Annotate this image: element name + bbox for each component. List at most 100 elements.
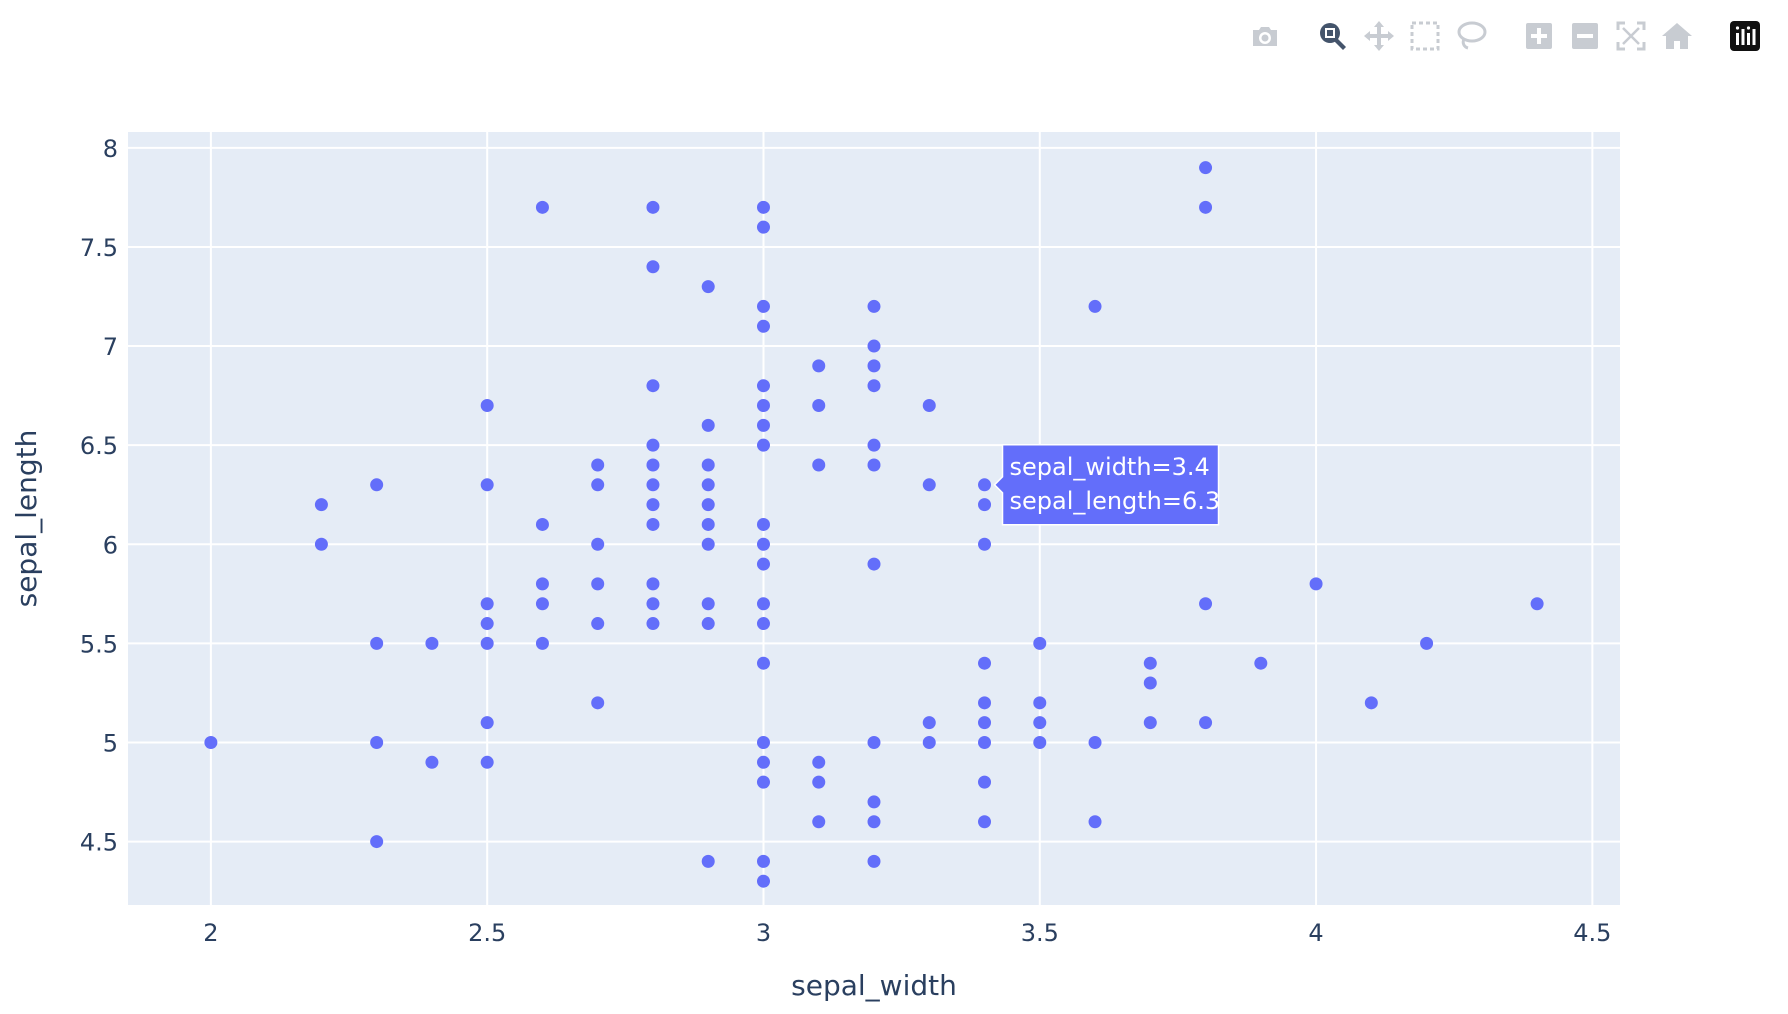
data-point[interactable] [978, 478, 992, 492]
data-point[interactable] [978, 696, 992, 710]
data-point[interactable] [812, 458, 826, 472]
data-point[interactable] [756, 517, 770, 531]
data-point[interactable] [646, 458, 660, 472]
data-point[interactable] [978, 735, 992, 749]
data-point[interactable] [646, 260, 660, 274]
data-point[interactable] [1033, 696, 1047, 710]
data-point[interactable] [756, 617, 770, 631]
data-point[interactable] [591, 478, 605, 492]
data-point[interactable] [425, 755, 439, 769]
data-point[interactable] [867, 379, 881, 393]
data-point[interactable] [978, 716, 992, 730]
zoom-out-button[interactable] [1562, 14, 1608, 58]
data-point[interactable] [646, 498, 660, 512]
data-point[interactable] [867, 557, 881, 571]
data-point[interactable] [756, 299, 770, 313]
data-point[interactable] [1309, 577, 1323, 591]
data-point[interactable] [756, 874, 770, 888]
data-point[interactable] [867, 359, 881, 373]
data-point[interactable] [370, 636, 384, 650]
data-point[interactable] [646, 438, 660, 452]
data-point[interactable] [978, 656, 992, 670]
data-point[interactable] [867, 735, 881, 749]
data-point[interactable] [1143, 676, 1157, 690]
data-point[interactable] [1033, 716, 1047, 730]
data-point[interactable] [756, 379, 770, 393]
zoom-button[interactable] [1310, 14, 1356, 58]
data-point[interactable] [701, 617, 715, 631]
data-point[interactable] [591, 577, 605, 591]
data-point[interactable] [756, 319, 770, 333]
data-point[interactable] [314, 498, 328, 512]
data-point[interactable] [425, 636, 439, 650]
plot-area[interactable] [128, 132, 1620, 905]
data-point[interactable] [756, 735, 770, 749]
data-point[interactable] [756, 656, 770, 670]
data-point[interactable] [646, 617, 660, 631]
data-point[interactable] [756, 418, 770, 432]
data-point[interactable] [646, 478, 660, 492]
data-point[interactable] [591, 537, 605, 551]
data-point[interactable] [480, 636, 494, 650]
data-point[interactable] [867, 815, 881, 829]
data-point[interactable] [480, 478, 494, 492]
data-point[interactable] [701, 537, 715, 551]
data-point[interactable] [701, 280, 715, 294]
data-point[interactable] [756, 597, 770, 611]
data-point[interactable] [1364, 696, 1378, 710]
data-point[interactable] [756, 399, 770, 413]
data-point[interactable] [314, 537, 328, 551]
data-point[interactable] [1033, 636, 1047, 650]
data-point[interactable] [480, 617, 494, 631]
data-point[interactable] [756, 557, 770, 571]
data-point[interactable] [535, 597, 549, 611]
lasso-select-button[interactable] [1448, 14, 1494, 58]
data-point[interactable] [812, 359, 826, 373]
camera-button[interactable] [1242, 14, 1288, 58]
data-point[interactable] [978, 498, 992, 512]
data-point[interactable] [480, 755, 494, 769]
plotly-logo-button[interactable] [1722, 14, 1768, 58]
data-point[interactable] [867, 854, 881, 868]
data-point[interactable] [867, 299, 881, 313]
data-point[interactable] [535, 517, 549, 531]
data-point[interactable] [922, 735, 936, 749]
data-point[interactable] [867, 339, 881, 353]
data-point[interactable] [756, 537, 770, 551]
data-point[interactable] [591, 617, 605, 631]
data-point[interactable] [867, 458, 881, 472]
pan-button[interactable] [1356, 14, 1402, 58]
data-point[interactable] [867, 795, 881, 809]
data-point[interactable] [922, 716, 936, 730]
data-point[interactable] [922, 478, 936, 492]
data-point[interactable] [480, 399, 494, 413]
reset-axes-button[interactable] [1654, 14, 1700, 58]
data-point[interactable] [1530, 597, 1544, 611]
data-point[interactable] [701, 458, 715, 472]
zoom-in-button[interactable] [1516, 14, 1562, 58]
data-point[interactable] [867, 438, 881, 452]
data-point[interactable] [978, 537, 992, 551]
data-point[interactable] [756, 438, 770, 452]
data-point[interactable] [1199, 161, 1213, 175]
data-point[interactable] [480, 716, 494, 730]
data-point[interactable] [646, 597, 660, 611]
data-point[interactable] [1199, 597, 1213, 611]
data-point[interactable] [756, 775, 770, 789]
data-point[interactable] [701, 498, 715, 512]
data-point[interactable] [535, 577, 549, 591]
box-select-button[interactable] [1402, 14, 1448, 58]
data-point[interactable] [701, 854, 715, 868]
data-point[interactable] [978, 815, 992, 829]
data-point[interactable] [591, 458, 605, 472]
data-point[interactable] [756, 220, 770, 234]
data-point[interactable] [1199, 200, 1213, 214]
data-point[interactable] [1254, 656, 1268, 670]
data-point[interactable] [646, 379, 660, 393]
data-point[interactable] [535, 200, 549, 214]
data-point[interactable] [370, 735, 384, 749]
data-point[interactable] [812, 399, 826, 413]
autoscale-button[interactable] [1608, 14, 1654, 58]
data-point[interactable] [701, 418, 715, 432]
